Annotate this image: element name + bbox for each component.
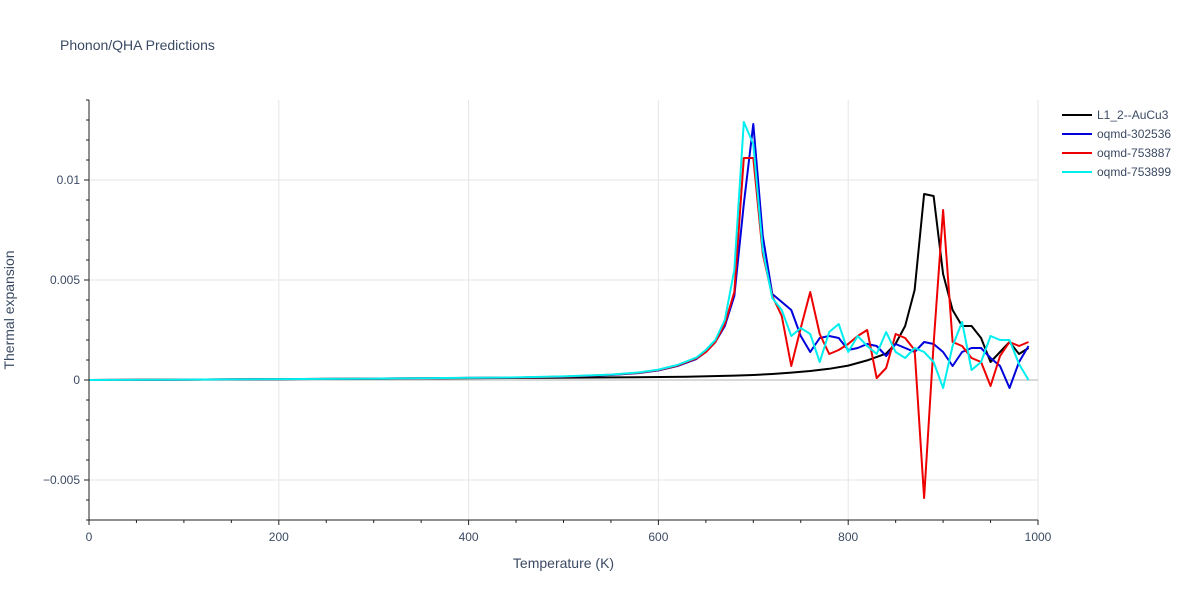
chart-title: Phonon/QHA Predictions [60, 37, 215, 53]
y-axis-title: Thermal expansion [1, 250, 17, 369]
plot-area [88, 121, 1030, 499]
y-tick-label: −0.005 [43, 473, 80, 487]
legend-label: oqmd-753887 [1097, 146, 1171, 160]
series-line-4[interactable] [88, 121, 1030, 389]
axes: 0 200 400 600 800 1000 −0.005 0 0.005 0.01 [43, 99, 1052, 544]
x-axis-title: Temperature (K) [513, 555, 614, 571]
x-tick-label: 400 [459, 530, 479, 544]
legend-label: oqmd-302536 [1097, 127, 1171, 141]
y-tick-label: 0.005 [50, 273, 80, 287]
y-tick-label: 0 [73, 373, 80, 387]
legend-item[interactable]: oqmd-302536 [1062, 127, 1171, 141]
x-tick-label: 800 [838, 530, 858, 544]
y-tick-label: 0.01 [57, 173, 81, 187]
x-tick-label: 200 [269, 530, 289, 544]
legend-label: oqmd-753899 [1097, 165, 1171, 179]
legend-item[interactable]: oqmd-753887 [1062, 146, 1171, 160]
series-line-2[interactable] [88, 123, 1030, 389]
x-tick-label: 0 [86, 530, 93, 544]
legend[interactable]: L1_2--AuCu3 oqmd-302536 oqmd-753887 oqmd-75… [1062, 108, 1171, 179]
series-line-1[interactable] [88, 193, 1030, 381]
legend-label: L1_2--AuCu3 [1097, 108, 1169, 122]
x-tick-label: 1000 [1025, 530, 1052, 544]
x-tick-label: 600 [648, 530, 668, 544]
grid-lines [89, 100, 1039, 520]
legend-item[interactable]: oqmd-753899 [1062, 165, 1171, 179]
legend-item[interactable]: L1_2--AuCu3 [1062, 108, 1169, 122]
series-line-3[interactable] [88, 157, 1029, 499]
